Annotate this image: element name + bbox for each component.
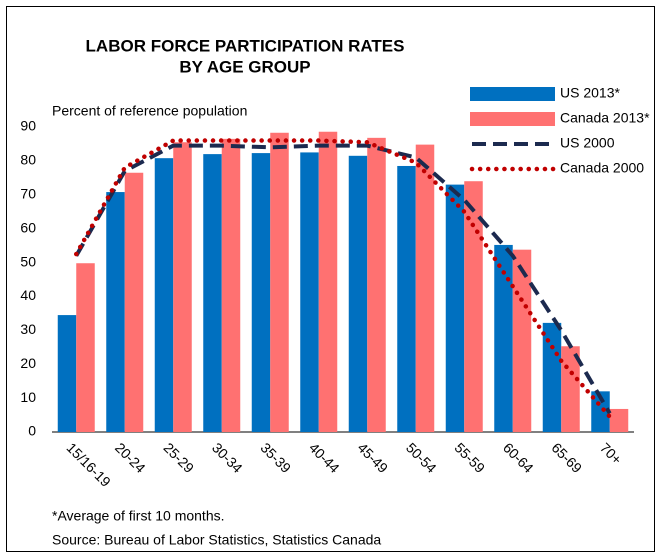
x-tick-label: 35-39 [258, 439, 295, 476]
bar [57, 315, 77, 432]
bar [154, 158, 174, 432]
x-tick-label: 70+ [597, 439, 625, 467]
y-tick-label: 0 [28, 423, 36, 439]
x-tick-label: 65-69 [549, 439, 586, 476]
y-tick-label: 30 [20, 321, 36, 337]
legend-label: Canada 2000 [560, 160, 644, 176]
bar [221, 138, 241, 432]
bar [270, 132, 289, 432]
bar [124, 172, 144, 432]
chart-border [6, 6, 655, 552]
y-tick-label: 60 [20, 219, 36, 235]
x-tick-label: 25-29 [161, 439, 198, 476]
x-tick-label: 55-59 [452, 439, 489, 476]
legend-label: Canada 2013* [560, 110, 650, 126]
x-tick-label: 50-54 [403, 439, 440, 476]
bar [445, 184, 465, 432]
legend-swatch [470, 87, 555, 101]
bar [542, 322, 562, 432]
bar [300, 152, 319, 432]
bar [251, 153, 271, 432]
note: Source: Bureau of Labor Statistics, Stat… [52, 532, 381, 548]
note: *Average of first 10 months. [52, 508, 225, 524]
bar [106, 192, 125, 432]
y-tick-label: 50 [20, 253, 36, 269]
bar [494, 244, 513, 432]
y-tick-label: 40 [20, 287, 36, 303]
x-tick-label: 60-64 [500, 439, 537, 476]
line [74, 143, 612, 415]
bar [76, 263, 95, 432]
y-axis-label: Percent of reference population [52, 103, 247, 119]
bar [512, 249, 532, 432]
legend-swatch [470, 112, 555, 126]
bar [348, 155, 368, 433]
x-tick-label: 30-34 [209, 439, 246, 476]
x-tick-label: 20-24 [112, 439, 149, 476]
bar [464, 181, 483, 432]
y-tick-label: 90 [20, 118, 36, 134]
legend-label: US 2000 [560, 135, 615, 151]
y-tick-label: 70 [20, 185, 36, 201]
y-tick-label: 80 [20, 152, 36, 168]
x-tick-label: 15/16-19 [64, 439, 115, 490]
bar [318, 131, 338, 432]
legend-label: US 2013* [560, 85, 620, 101]
bar [367, 137, 386, 432]
bar [397, 165, 416, 432]
bar [203, 154, 222, 432]
chart-title: LABOR FORCE PARTICIPATION RATES [86, 36, 405, 55]
chart-title: BY AGE GROUP [179, 57, 310, 76]
bar [173, 142, 192, 432]
line [74, 138, 612, 419]
bar [415, 144, 435, 432]
bar [591, 391, 610, 432]
y-tick-label: 10 [20, 389, 36, 405]
y-tick-label: 20 [20, 355, 36, 371]
x-tick-label: 40-44 [306, 439, 343, 476]
x-tick-label: 45-49 [355, 439, 392, 476]
bar [609, 408, 629, 432]
